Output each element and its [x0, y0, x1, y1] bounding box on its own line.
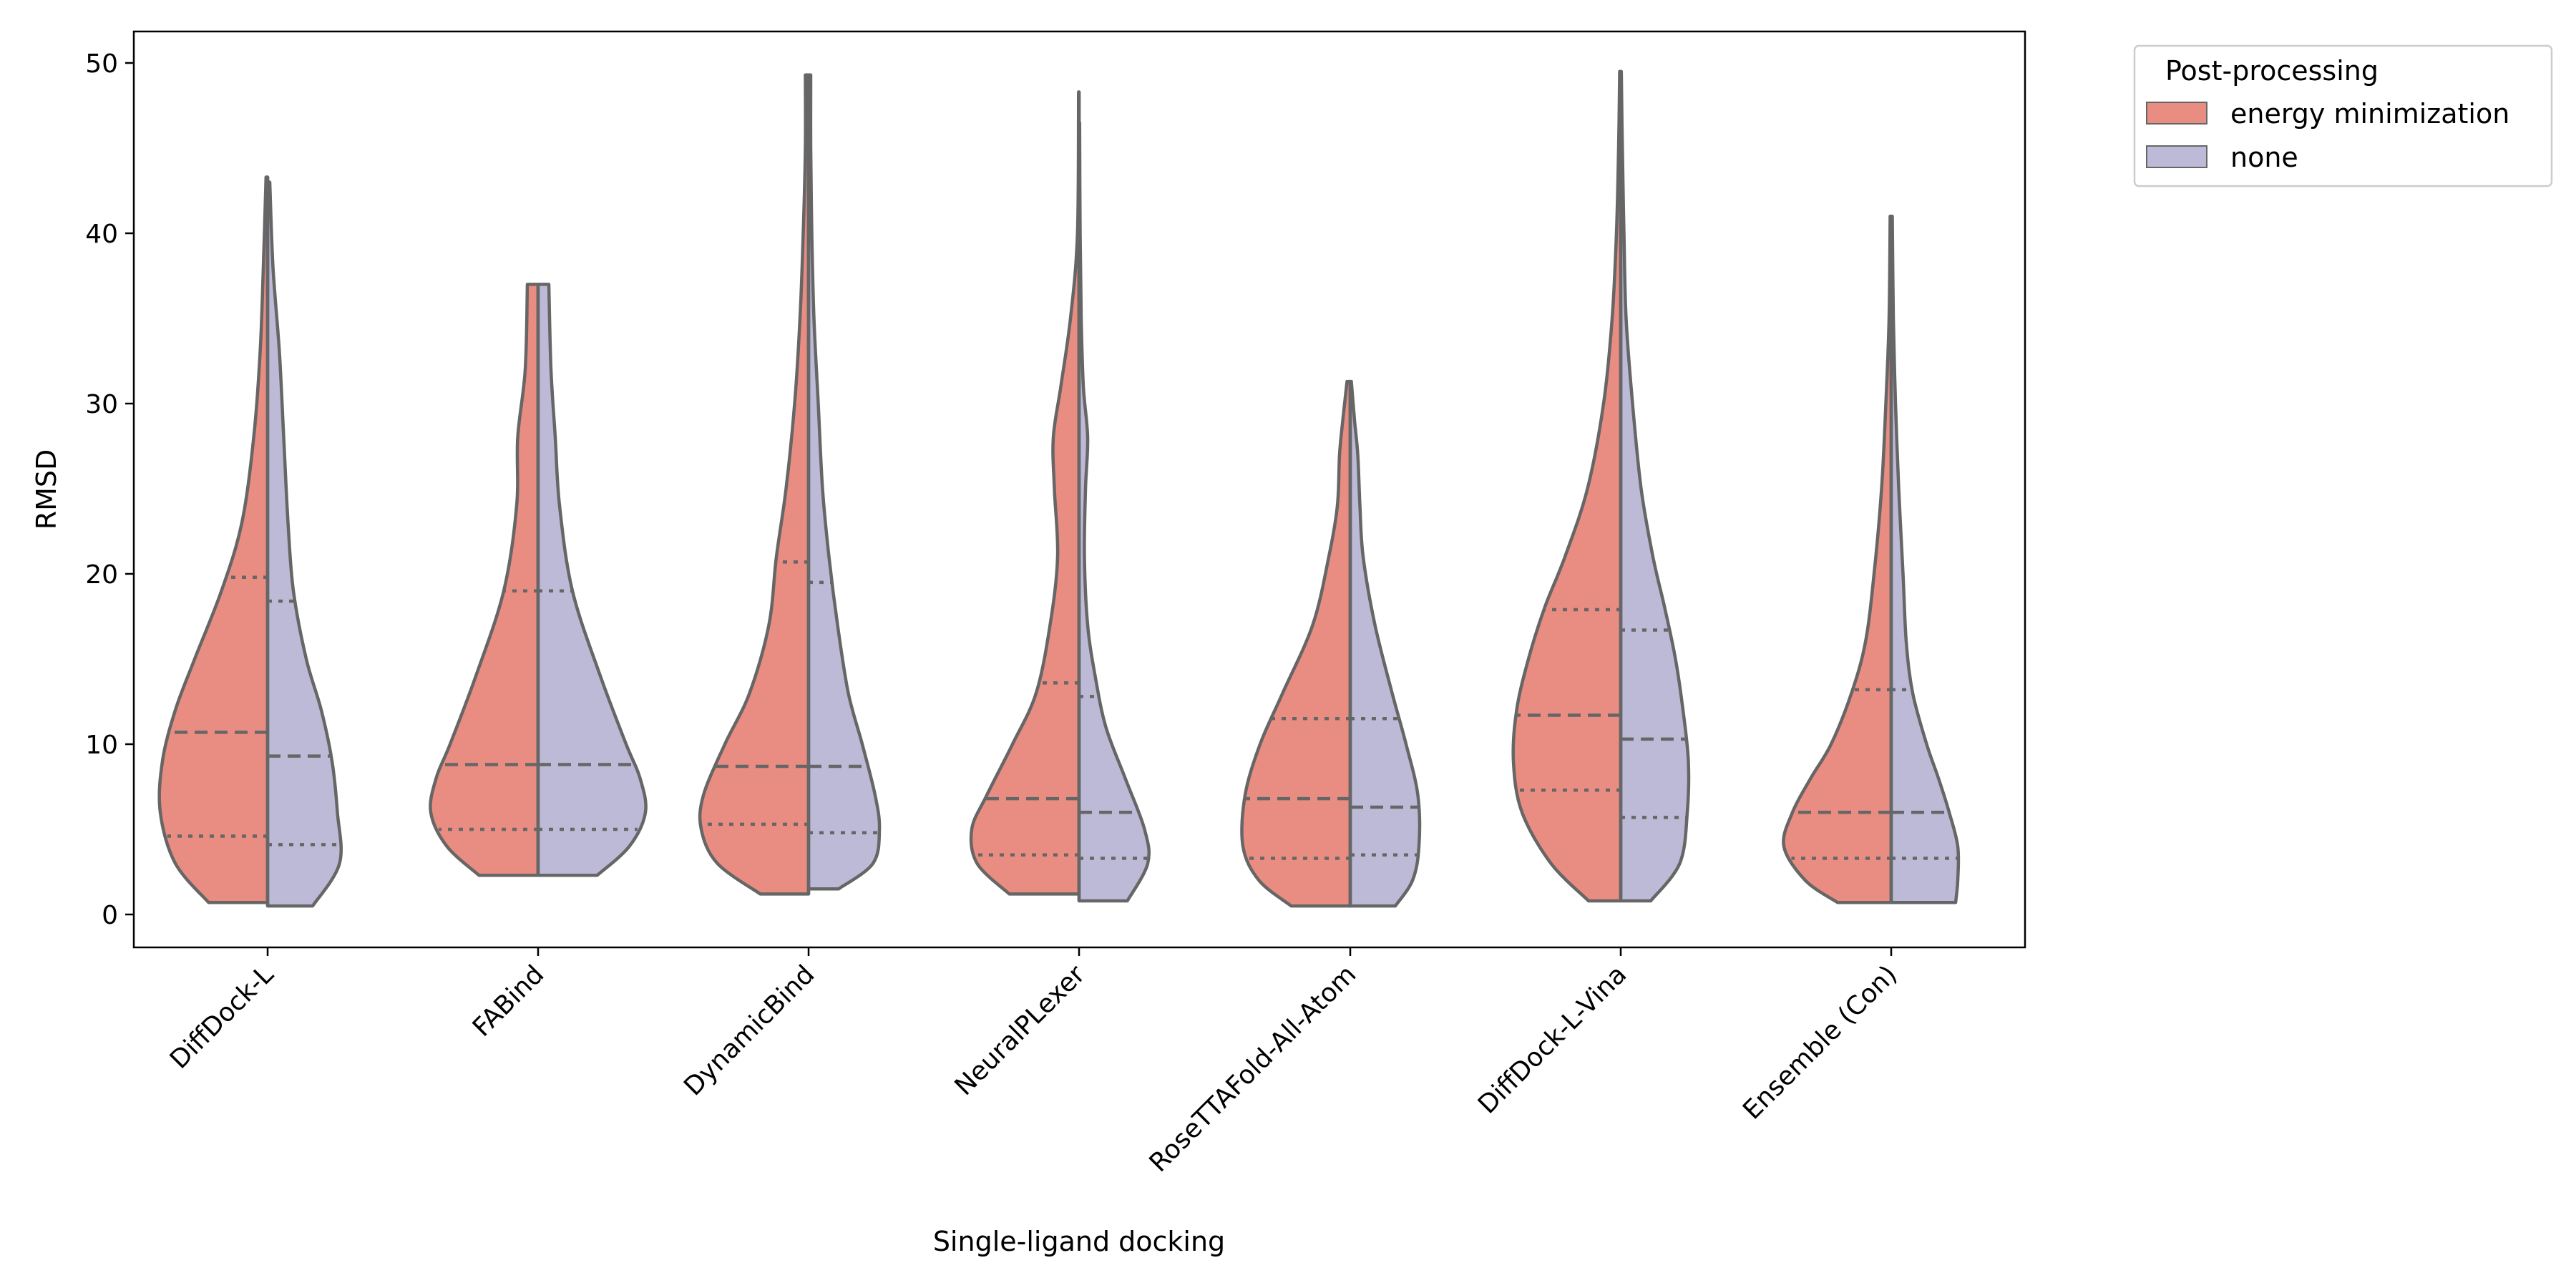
y-axis-title: RMSD — [31, 449, 62, 530]
violin-energy-minimization-5 — [1511, 69, 1623, 903]
violin-none-0 — [265, 180, 343, 908]
legend-swatch-none — [2146, 145, 2207, 168]
violin-none-5 — [1619, 69, 1691, 903]
violin-none-2 — [806, 73, 882, 891]
plot-frame — [132, 30, 2026, 949]
violin-energy-minimization-4 — [1240, 379, 1352, 908]
violin-energy-minimization-1 — [429, 283, 540, 877]
quartile-lines-layer — [167, 560, 1958, 860]
violin-none-3 — [1077, 121, 1151, 903]
x-axis-title: Single-ligand docking — [933, 1226, 1225, 1257]
y-tick-label-40: 40 — [85, 220, 118, 249]
legend-title: Post-processing — [2165, 55, 2379, 87]
violin-energy-minimization-3 — [969, 90, 1081, 896]
y-tick-label-10: 10 — [85, 731, 118, 760]
violin-energy-minimization-2 — [698, 73, 811, 896]
y-tick-label-50: 50 — [85, 49, 118, 79]
violins-layer — [157, 69, 1961, 908]
violin-none-4 — [1348, 379, 1422, 908]
y-axis: 0 10 20 30 40 50 — [85, 49, 134, 930]
y-tick-label-30: 30 — [85, 390, 118, 419]
y-tick-label-0: 0 — [102, 901, 118, 930]
legend-swatch-energy-minimization — [2146, 102, 2207, 125]
violin-energy-minimization-6 — [1782, 214, 1893, 904]
violin-none-1 — [536, 283, 648, 877]
legend-label-none: none — [2230, 142, 2298, 173]
legend: Post-processing energy minimization none — [2133, 44, 2553, 187]
legend-frame — [2133, 44, 2553, 187]
y-tick-label-20: 20 — [85, 560, 118, 590]
legend-label-energy-minimization: energy minimization — [2230, 98, 2509, 130]
violin-none-6 — [1889, 214, 1961, 904]
violin-energy-minimization-0 — [157, 175, 270, 904]
